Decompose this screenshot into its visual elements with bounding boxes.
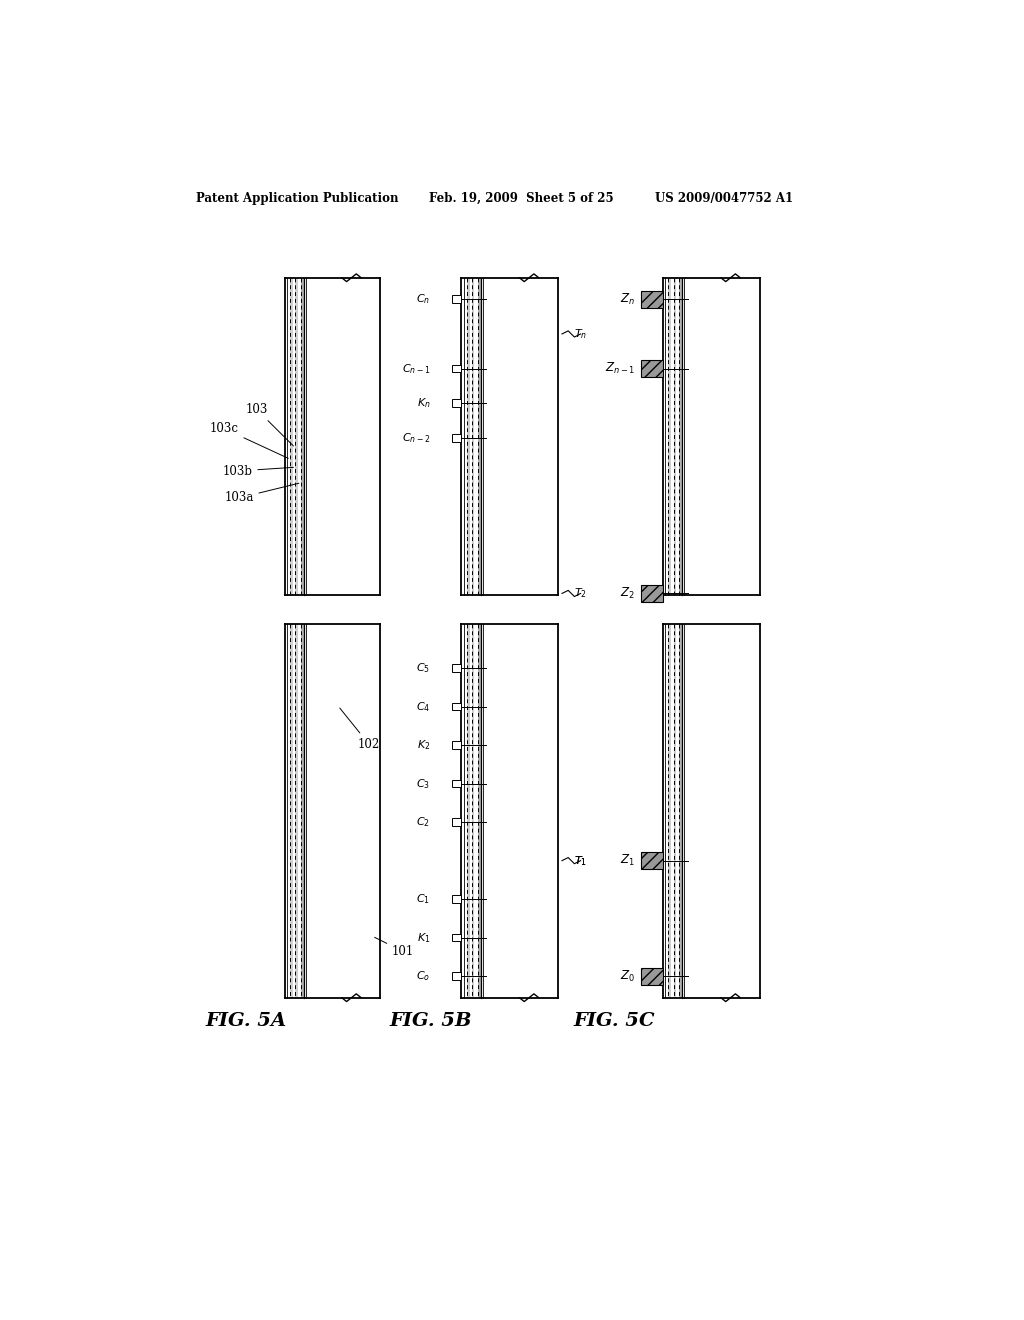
Bar	[452, 664, 461, 672]
Bar	[452, 780, 461, 788]
Bar	[669, 624, 672, 998]
Text: $Z_1$: $Z_1$	[621, 853, 635, 869]
Bar	[452, 400, 461, 407]
Bar	[679, 624, 682, 998]
Text: $T_1$: $T_1$	[573, 854, 587, 867]
Bar	[641, 585, 663, 602]
Bar	[452, 933, 461, 941]
Bar	[467, 624, 470, 998]
Text: $C_{3}$: $C_{3}$	[416, 776, 430, 791]
Text: $T_n$: $T_n$	[573, 327, 587, 341]
Bar	[452, 818, 461, 826]
Bar	[301, 624, 304, 998]
Bar	[641, 290, 663, 308]
Bar	[301, 277, 304, 595]
Text: $C_{{n-2}}$: $C_{{n-2}}$	[401, 432, 430, 445]
Bar	[452, 434, 461, 442]
Bar	[641, 968, 663, 985]
Bar	[472, 624, 474, 998]
Text: Patent Application Publication: Patent Application Publication	[197, 191, 398, 205]
Text: $K_{2}$: $K_{2}$	[417, 738, 430, 752]
Bar	[674, 624, 676, 998]
Text: FIG. 5C: FIG. 5C	[573, 1012, 655, 1030]
Text: $C_{1}$: $C_{1}$	[416, 892, 430, 906]
Text: $C_{n}$: $C_{n}$	[416, 293, 430, 306]
Bar	[641, 360, 663, 378]
Text: $K_{1}$: $K_{1}$	[417, 931, 430, 945]
Text: $K_{n}$: $K_{n}$	[417, 396, 430, 411]
Bar	[290, 624, 293, 998]
Bar	[452, 702, 461, 710]
Text: $C_{4}$: $C_{4}$	[416, 700, 430, 714]
Text: 103b: 103b	[222, 465, 294, 478]
Bar	[477, 624, 480, 998]
Text: Feb. 19, 2009  Sheet 5 of 25: Feb. 19, 2009 Sheet 5 of 25	[429, 191, 613, 205]
Text: 103c: 103c	[210, 422, 288, 458]
Text: US 2009/0047752 A1: US 2009/0047752 A1	[655, 191, 794, 205]
Bar	[477, 277, 480, 595]
Text: 101: 101	[375, 937, 415, 958]
Text: $C_{5}$: $C_{5}$	[416, 661, 430, 675]
Bar	[452, 742, 461, 748]
Bar	[452, 296, 461, 304]
Bar	[452, 895, 461, 903]
Bar	[669, 277, 672, 595]
Text: FIG. 5A: FIG. 5A	[206, 1012, 287, 1030]
Text: 103a: 103a	[224, 483, 299, 504]
Text: $Z_2$: $Z_2$	[621, 586, 635, 601]
Text: FIG. 5B: FIG. 5B	[389, 1012, 472, 1030]
Bar	[467, 277, 470, 595]
Text: $Z_n$: $Z_n$	[620, 292, 635, 306]
Bar	[290, 277, 293, 595]
Text: $C_{{n-1}}$: $C_{{n-1}}$	[401, 362, 430, 375]
Bar	[295, 277, 298, 595]
Text: $Z_0$: $Z_0$	[620, 969, 635, 983]
Text: 103: 103	[246, 403, 294, 446]
Bar	[641, 853, 663, 869]
Bar	[674, 277, 676, 595]
Text: $C_{2}$: $C_{2}$	[417, 816, 430, 829]
Bar	[295, 624, 298, 998]
Text: $T_2$: $T_2$	[573, 586, 587, 601]
Text: 102: 102	[340, 708, 380, 751]
Text: $C_{o}$: $C_{o}$	[416, 969, 430, 983]
Bar	[679, 277, 682, 595]
Text: $Z_{n-1}$: $Z_{n-1}$	[605, 362, 635, 376]
Bar	[452, 973, 461, 979]
Bar	[452, 364, 461, 372]
Text: $T_1$: $T_1$	[573, 854, 587, 867]
Bar	[472, 277, 474, 595]
